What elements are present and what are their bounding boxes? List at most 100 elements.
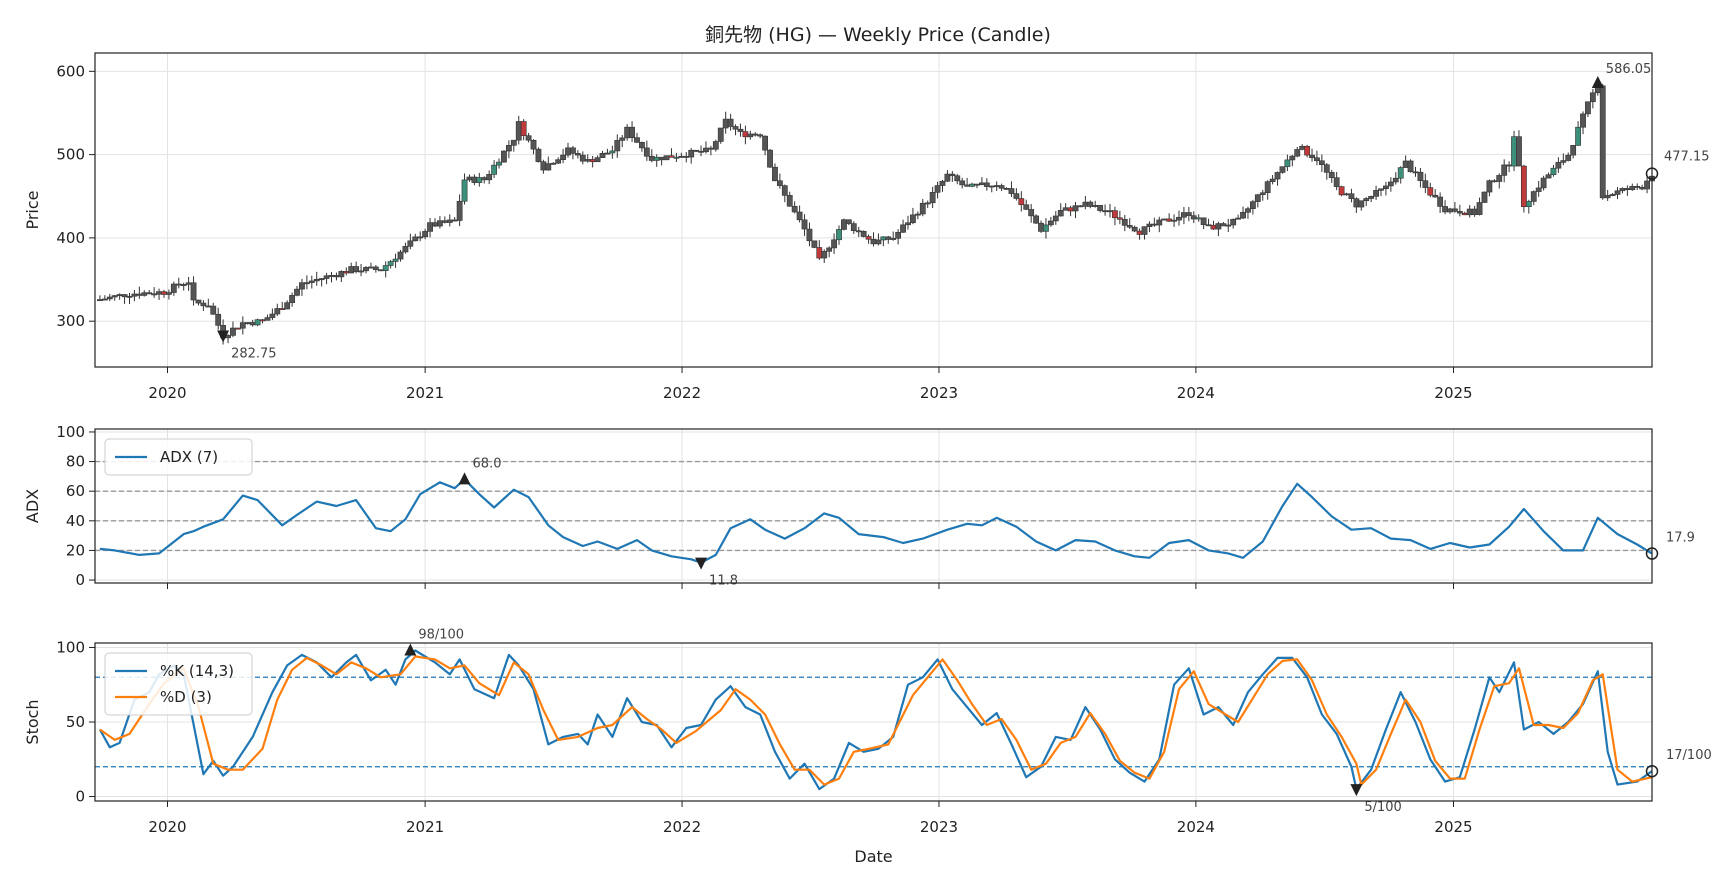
candle-body	[698, 150, 704, 153]
candle-body	[693, 149, 700, 152]
candle-body	[653, 156, 660, 161]
candle-body	[195, 299, 202, 304]
candle-body	[1580, 113, 1586, 128]
legend: ADX (7)	[104, 438, 253, 476]
candle-body	[1535, 187, 1542, 192]
candle-body	[1506, 164, 1513, 167]
candle-body	[131, 293, 138, 297]
candle-body	[1264, 181, 1271, 194]
candle-body	[1205, 224, 1212, 227]
candle-body	[1353, 198, 1360, 208]
x-tick-label: 2022	[663, 818, 701, 836]
candle-body	[1402, 160, 1409, 168]
candle-body	[1427, 187, 1434, 196]
candle-body	[387, 261, 394, 266]
candle-body	[1259, 192, 1266, 196]
candle-body	[574, 153, 581, 156]
candle-body	[944, 173, 951, 182]
candle-body	[1008, 188, 1015, 194]
candle-body	[392, 258, 399, 262]
candle-body	[560, 154, 566, 160]
y-tick-label: 100	[56, 638, 85, 656]
candle-body	[1102, 210, 1108, 213]
candle-body	[348, 266, 355, 274]
candle-body	[619, 137, 626, 141]
y-tick-label: 80	[66, 453, 85, 471]
x-tick-label: 2020	[148, 818, 186, 836]
x-tick-label: 2024	[1177, 384, 1215, 402]
annotation-label: 17/100	[1666, 748, 1712, 763]
candle-body	[1121, 218, 1128, 226]
candle-body	[639, 142, 645, 149]
x-tick-label: 2021	[406, 384, 444, 402]
candle-body	[939, 180, 946, 186]
candle-body	[954, 175, 961, 182]
candle-body	[210, 305, 217, 315]
candle-body	[806, 228, 813, 242]
candle-body	[934, 185, 941, 193]
candle-body	[772, 166, 778, 182]
candle-body	[215, 313, 222, 326]
candle-body	[126, 295, 133, 298]
candle-body	[1609, 194, 1616, 196]
candle-body	[885, 236, 892, 240]
candle-body	[821, 251, 828, 259]
y-tick-label: 20	[66, 541, 85, 559]
candle-body	[466, 176, 473, 181]
candle-body	[570, 147, 576, 154]
candle-body	[486, 174, 493, 181]
candle-body	[1195, 217, 1202, 220]
candle-body	[1185, 212, 1192, 216]
candle-body	[875, 239, 882, 245]
candle-body	[259, 319, 266, 322]
candle-body	[816, 247, 823, 259]
candle-body	[988, 185, 995, 188]
candle-body	[708, 147, 714, 150]
candle-body	[668, 155, 675, 158]
candle-body	[294, 288, 300, 296]
candle-body	[1599, 85, 1606, 199]
candle-body	[205, 305, 212, 308]
candle-body	[1057, 209, 1064, 217]
candle-body	[353, 266, 360, 272]
candle-body	[1417, 171, 1424, 181]
candle-body	[1358, 200, 1365, 208]
candle-body	[407, 240, 414, 247]
candle-body	[1555, 162, 1562, 169]
candle-body	[1245, 208, 1251, 213]
candle-body	[1496, 175, 1503, 182]
candle-body	[1018, 198, 1025, 206]
candle-body	[417, 236, 424, 239]
candle-body	[446, 219, 453, 223]
x-tick-label: 2025	[1434, 818, 1472, 836]
candle-body	[471, 176, 478, 183]
candle-body	[683, 155, 690, 158]
candle-body	[673, 156, 680, 159]
legend-label: ADX (7)	[160, 448, 218, 466]
candle-body	[1461, 212, 1468, 216]
candle-body	[959, 180, 966, 186]
candle-body	[1604, 195, 1611, 199]
candle-body	[1269, 178, 1276, 182]
candle-body	[737, 128, 744, 132]
candle-body	[1097, 205, 1104, 211]
candle-body	[1481, 191, 1488, 203]
candle-body	[368, 266, 374, 269]
candle-body	[732, 126, 739, 130]
candle-body	[274, 308, 281, 315]
candle-body	[914, 213, 921, 216]
candle-body	[1215, 223, 1222, 230]
annotation-label: 586.05	[1606, 62, 1652, 77]
candle-body	[318, 278, 325, 281]
candle-body	[141, 292, 148, 296]
candle-body	[1442, 206, 1448, 213]
y-tick-label: 300	[56, 312, 85, 330]
candle-body	[1471, 208, 1478, 215]
x-tick-label: 2025	[1434, 384, 1472, 402]
candle-body	[781, 185, 788, 196]
candle-body	[432, 222, 438, 227]
x-tick-label: 2022	[663, 384, 701, 402]
candle-body	[111, 295, 118, 298]
candle-body	[1235, 217, 1242, 220]
